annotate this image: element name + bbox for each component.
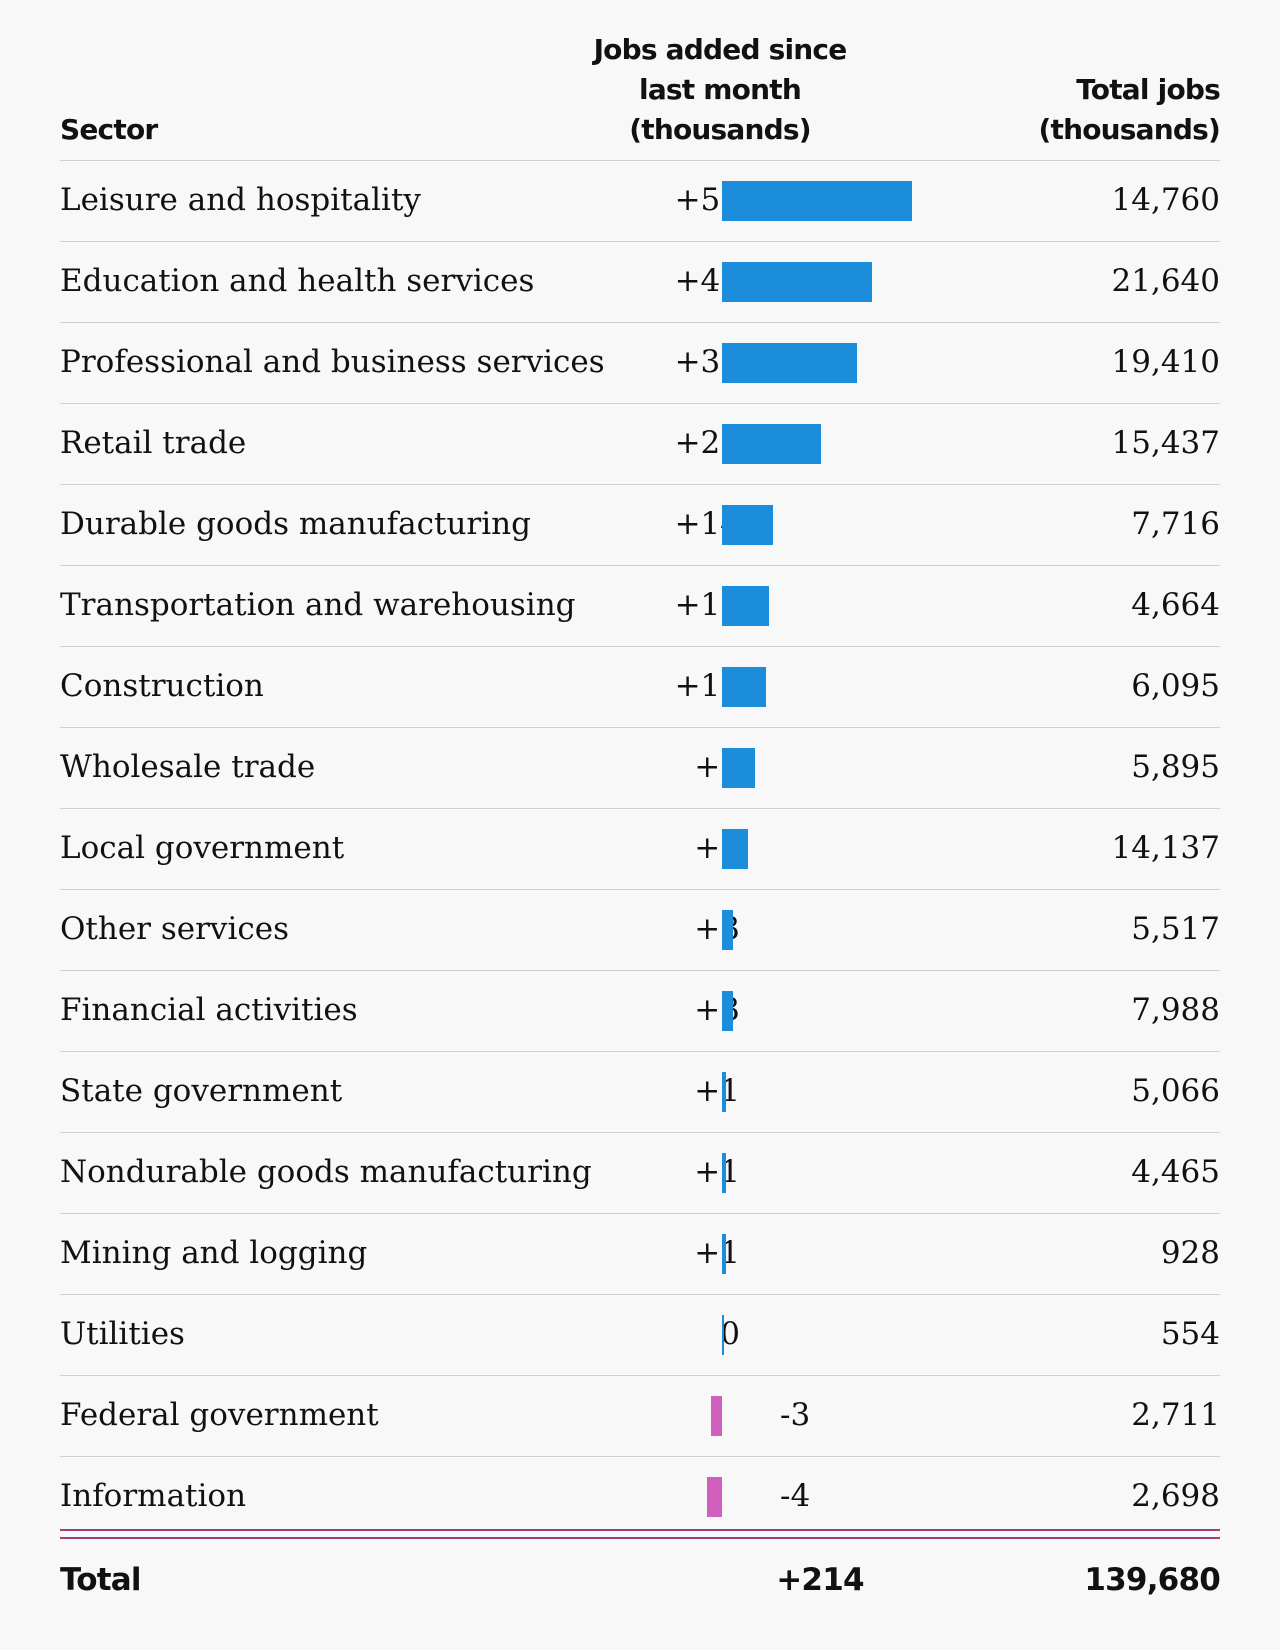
total-label: Total bbox=[60, 1562, 142, 1598]
jobs-added-value: -4 bbox=[780, 1478, 811, 1514]
jobs-added-column-header: Jobs added since last month (thousands) bbox=[530, 30, 910, 150]
total-jobs-value: 6,095 bbox=[1131, 668, 1220, 704]
sector-label: Local government bbox=[60, 830, 345, 866]
sector-label: Utilities bbox=[60, 1316, 185, 1352]
table-row: Utilities 0 554 bbox=[60, 1294, 1220, 1375]
table-row: Retail trade +27 15,437 bbox=[60, 403, 1220, 484]
table-row: Other services +3 5,517 bbox=[60, 889, 1220, 970]
sector-column-header: Sector bbox=[60, 113, 158, 146]
total-jobs-value: 4,465 bbox=[1131, 1154, 1220, 1190]
table-row: Financial activities +3 7,988 bbox=[60, 970, 1220, 1051]
total-jobs-value: 14,760 bbox=[1111, 182, 1220, 218]
total-jobs-value: 928 bbox=[1160, 1235, 1220, 1271]
jobs-added-bar bbox=[722, 991, 733, 1031]
jobs-added-bar bbox=[722, 181, 912, 221]
total-jobs-value: 21,640 bbox=[1111, 263, 1220, 299]
jobs-added-bar bbox=[722, 343, 858, 383]
jobs-added-bar bbox=[722, 1234, 726, 1274]
sector-label: Financial activities bbox=[60, 992, 358, 1028]
table-row: Local government +7 14,137 bbox=[60, 808, 1220, 889]
sector-label: Durable goods manufacturing bbox=[60, 506, 531, 542]
jobs-added-bar bbox=[722, 1153, 726, 1193]
sector-label: Education and health services bbox=[60, 263, 535, 299]
jobs-added-bar bbox=[707, 1477, 722, 1517]
table-row: Wholesale trade +9 5,895 bbox=[60, 727, 1220, 808]
total-jobs-header-line: Total jobs bbox=[1076, 73, 1221, 106]
table-row: Federal government -3 2,711 bbox=[60, 1375, 1220, 1456]
jobs-added-bar bbox=[722, 586, 770, 626]
table-row: Nondurable goods manufacturing +1 4,465 bbox=[60, 1132, 1220, 1213]
jobs-added-bar bbox=[722, 262, 872, 302]
jobs-added-bar bbox=[722, 667, 766, 707]
total-jobs-value: 2,698 bbox=[1131, 1478, 1220, 1514]
sector-label: Other services bbox=[60, 911, 289, 947]
jobs-added-bar bbox=[722, 748, 755, 788]
total-jobs-value: 7,988 bbox=[1131, 992, 1220, 1028]
jobs-added-bar bbox=[722, 1072, 726, 1112]
total-jobs-value: 4,664 bbox=[1131, 587, 1220, 623]
jobs-added-bar bbox=[722, 1315, 724, 1355]
total-jobs-value: 14,137 bbox=[1111, 830, 1220, 866]
sector-label: Wholesale trade bbox=[60, 749, 316, 785]
total-jobs-value: 5,066 bbox=[1131, 1073, 1220, 1109]
table-row: Education and health services +41 21,640 bbox=[60, 241, 1220, 322]
sector-label: Professional and business services bbox=[60, 344, 605, 380]
total-separator bbox=[60, 1529, 1220, 1539]
sector-label: Retail trade bbox=[60, 425, 247, 461]
sector-label: Information bbox=[60, 1478, 247, 1514]
table-row: Mining and logging +1 928 bbox=[60, 1213, 1220, 1294]
table-header: Sector Jobs added since last month (thou… bbox=[60, 26, 1221, 160]
jobs-added-header-line: last month bbox=[639, 73, 802, 106]
jobs-added-value: +1 bbox=[694, 1073, 740, 1109]
jobs-added-bar bbox=[722, 829, 748, 869]
jobs-added-bar bbox=[722, 424, 821, 464]
total-jobs-header-line: (thousands) bbox=[1038, 113, 1221, 146]
total-jobs: 139,680 bbox=[1084, 1562, 1220, 1598]
total-change: +214 bbox=[776, 1562, 864, 1598]
jobs-added-bar bbox=[722, 505, 774, 545]
table-row: Professional and business services +37 19,… bbox=[60, 322, 1220, 403]
jobs-added-value: -3 bbox=[780, 1397, 811, 1433]
table-row: Information -4 2,698 bbox=[60, 1456, 1220, 1537]
sector-label: Federal government bbox=[60, 1397, 379, 1433]
jobs-added-bar bbox=[711, 1396, 722, 1436]
sector-label: Construction bbox=[60, 668, 264, 704]
total-jobs-value: 5,895 bbox=[1131, 749, 1220, 785]
sector-label: Nondurable goods manufacturing bbox=[60, 1154, 592, 1190]
total-jobs-value: 15,437 bbox=[1111, 425, 1220, 461]
sector-label: Leisure and hospitality bbox=[60, 182, 421, 218]
table-row: State government +1 5,066 bbox=[60, 1051, 1220, 1132]
total-jobs-value: 554 bbox=[1160, 1316, 1220, 1352]
total-jobs-value: 7,716 bbox=[1131, 506, 1220, 542]
jobs-added-value: 0 bbox=[720, 1316, 740, 1352]
table-row: Construction +12 6,095 bbox=[60, 646, 1220, 727]
jobs-added-value: +1 bbox=[694, 1154, 740, 1190]
total-row: Total +214 139,680 bbox=[60, 1540, 1221, 1620]
total-jobs-value: 5,517 bbox=[1131, 911, 1220, 947]
total-jobs-column-header: Total jobs (thousands) bbox=[1039, 70, 1221, 150]
jobs-added-header-line: Jobs added since bbox=[593, 33, 848, 66]
sector-label: Mining and logging bbox=[60, 1235, 368, 1271]
jobs-added-header-line: (thousands) bbox=[629, 113, 811, 146]
total-jobs-value: 2,711 bbox=[1131, 1397, 1220, 1433]
sector-label: State government bbox=[60, 1073, 343, 1109]
total-jobs-value: 19,410 bbox=[1111, 344, 1220, 380]
jobs-added-bar bbox=[722, 910, 733, 950]
table-row: Transportation and warehousing +13 4,664 bbox=[60, 565, 1220, 646]
sector-label: Transportation and warehousing bbox=[60, 587, 576, 623]
table-row: Durable goods manufacturing +14 7,716 bbox=[60, 484, 1220, 565]
sector-rows: Leisure and hospitality +52 14,760 Educatio… bbox=[60, 160, 1220, 1537]
table-row: Leisure and hospitality +52 14,760 bbox=[60, 160, 1220, 241]
jobs-added-value: +1 bbox=[694, 1235, 740, 1271]
